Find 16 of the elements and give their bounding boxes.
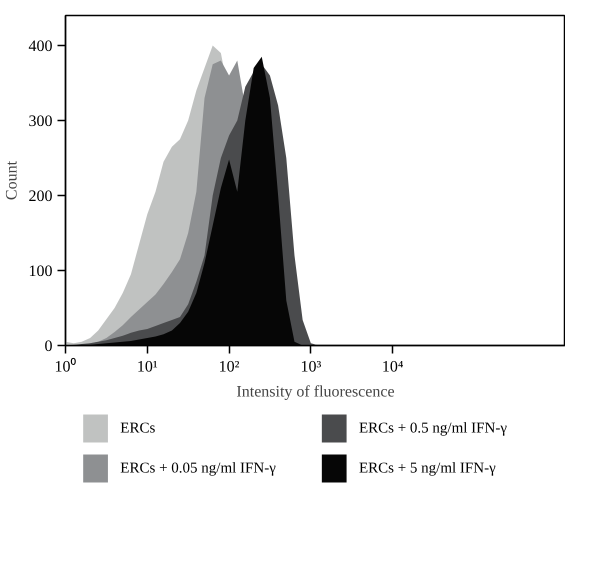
- legend-label: ERCs: [120, 420, 156, 436]
- x-tick-label: 10⁴: [382, 358, 404, 376]
- y-tick-label: 200: [28, 188, 52, 205]
- y-tick-label: 100: [28, 263, 52, 280]
- x-tick-label: 10³: [300, 358, 322, 376]
- y-tick-label: 400: [28, 38, 52, 55]
- x-tick-label: 10¹: [136, 358, 158, 376]
- legend-label: ERCs + 5 ng/ml IFN-γ: [358, 460, 496, 476]
- y-tick-label: 300: [28, 113, 52, 130]
- y-axis-title: Count: [4, 160, 20, 200]
- x-tick-label: 10²: [218, 358, 240, 376]
- legend-label: ERCs + 0.05 ng/ml IFN-γ: [120, 460, 276, 476]
- x-axis-title: Intensity of fluorescence: [236, 384, 395, 400]
- x-tick-label: 10⁰: [54, 358, 76, 376]
- legend-label: ERCs + 0.5 ng/ml IFN-γ: [358, 420, 508, 436]
- y-tick-label: 0: [44, 338, 52, 355]
